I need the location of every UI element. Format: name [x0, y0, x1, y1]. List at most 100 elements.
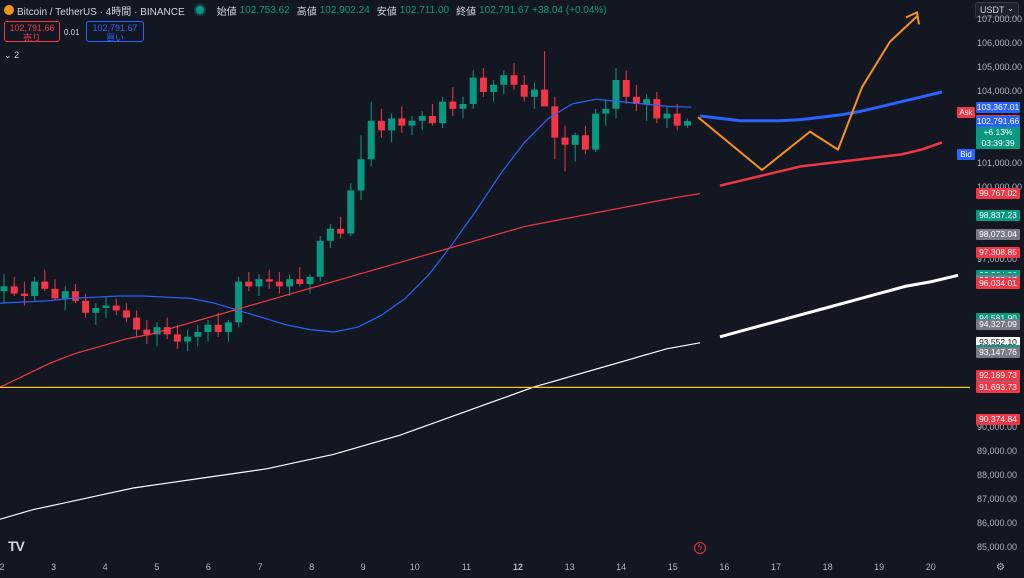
ma-mid-line [0, 193, 701, 388]
candle-body [388, 118, 396, 131]
time-tick: 3 [51, 562, 57, 572]
ma-long-line [0, 342, 701, 520]
ma-mid-projection [719, 141, 943, 187]
indicators-toggle[interactable]: ⌄ 2 [4, 50, 19, 61]
time-tick: 6 [205, 562, 211, 572]
price-tick: 90,000.00 [977, 422, 1018, 432]
candle-body [153, 327, 161, 335]
time-tick: 11 [461, 562, 472, 572]
symbol-header: Bitcoin / TetherUS · 4時間 · BINANCE 始値 102… [4, 3, 607, 18]
candle-body [643, 99, 651, 104]
candle-body [122, 310, 130, 318]
indicators-count: 2 [14, 50, 20, 60]
candle-body [214, 324, 222, 332]
candle-body [316, 240, 324, 277]
low-label: 安値 [376, 6, 397, 18]
price-tag: 91,693.73 [976, 381, 1020, 393]
candle-body [0, 286, 8, 292]
time-tick: 13 [564, 562, 575, 572]
price-tag: 94,581.90 [976, 312, 1020, 324]
price-tick: 105,000.00 [977, 62, 1023, 72]
candle-body [683, 121, 691, 126]
price-tag: 90,374.84 [976, 413, 1020, 425]
price-tick: 97,000.00 [977, 254, 1018, 264]
candle-body [20, 293, 28, 296]
candle-body [469, 77, 477, 104]
sell-label: 売り [22, 33, 41, 43]
buy-label: 買い [105, 33, 124, 43]
candle-body [347, 190, 355, 234]
candlestick-series [0, 51, 691, 352]
sell-price: 102,791.66 [9, 23, 55, 33]
candle-body [408, 120, 416, 126]
price-tag-line: 92,189.73 [979, 369, 1017, 380]
candle-body [510, 75, 518, 85]
candle-body [143, 329, 151, 335]
time-tick: 10 [409, 562, 420, 572]
candle-body [194, 332, 202, 337]
price-tick: 87,000.00 [977, 494, 1018, 504]
spread-value: 0.01 [64, 28, 80, 37]
price-tick: 104,000.00 [977, 86, 1023, 96]
price-tag: 98,837.23 [976, 210, 1020, 222]
candle-body [61, 291, 69, 299]
candle-body [41, 281, 49, 289]
candle-body [275, 281, 283, 287]
buy-button[interactable]: 102,791.67 買い [86, 21, 144, 43]
price-tag-line: 102,791.66 [976, 115, 1020, 126]
close-label: 終値 [456, 6, 477, 18]
bid-label: Bid [957, 149, 975, 161]
currency-select[interactable]: USDT ⌄ [975, 2, 1019, 18]
time-tick: 8 [309, 562, 315, 572]
price-tag-line: 93,147.76 [979, 346, 1017, 357]
candle-body [632, 96, 640, 104]
time-tick: 17 [770, 562, 782, 572]
candle-body [204, 324, 212, 332]
price-tag-line: 91,693.73 [979, 381, 1017, 392]
candle-body [184, 336, 192, 342]
price-tag: 93,147.76 [976, 346, 1020, 358]
price-tag: 97,308.85 [976, 247, 1020, 259]
candle-body [520, 84, 528, 97]
time-tick: 4 [102, 562, 108, 572]
candle-body [663, 113, 671, 119]
candle-body [71, 291, 79, 301]
time-tick: 7 [257, 562, 263, 572]
candle-body [500, 75, 508, 85]
candle-body [459, 104, 467, 109]
time-tick: 16 [719, 562, 730, 572]
candle-body [173, 334, 181, 342]
gear-icon[interactable]: ⚙ [996, 562, 1005, 573]
projection-drawing[interactable] [697, 10, 920, 171]
price-tag-line: 03:39:39 [981, 137, 1015, 148]
flash-icon[interactable]: ϟ [694, 542, 706, 554]
candle-body [255, 279, 263, 287]
tradingview-logo-icon[interactable]: TV [8, 538, 25, 554]
time-tick: 14 [616, 562, 627, 572]
candle-body [82, 300, 90, 313]
price-tag: 98,073.04 [976, 228, 1020, 240]
symbol-title[interactable]: Bitcoin / TetherUS · 4時間 · BINANCE [17, 6, 185, 18]
projection-path [697, 15, 918, 171]
candle-body [265, 279, 273, 282]
ask-label: Ask [957, 107, 975, 119]
time-tick: 9 [360, 562, 366, 572]
currency-value: USDT [980, 5, 1005, 15]
ma-long-projection [719, 273, 959, 339]
price-tick: 100,000.00 [977, 182, 1023, 192]
candle-body [439, 101, 447, 124]
candle-body [622, 80, 630, 97]
sell-button[interactable]: 102,791.66 売り [4, 21, 60, 43]
candle-body [31, 281, 39, 296]
price-tag: 102,791.66 [976, 115, 1020, 127]
bitcoin-icon [4, 5, 14, 15]
price-tag-line: 98,837.23 [979, 210, 1017, 221]
price-tag-line: 103,367.01 [976, 101, 1020, 112]
candle-body [133, 317, 141, 330]
candle-body [449, 101, 457, 109]
candle-body [235, 281, 243, 323]
price-tag-line: 90,374.84 [979, 413, 1017, 424]
price-tag: 92,189.73 [976, 369, 1020, 381]
candle-body [653, 99, 661, 119]
